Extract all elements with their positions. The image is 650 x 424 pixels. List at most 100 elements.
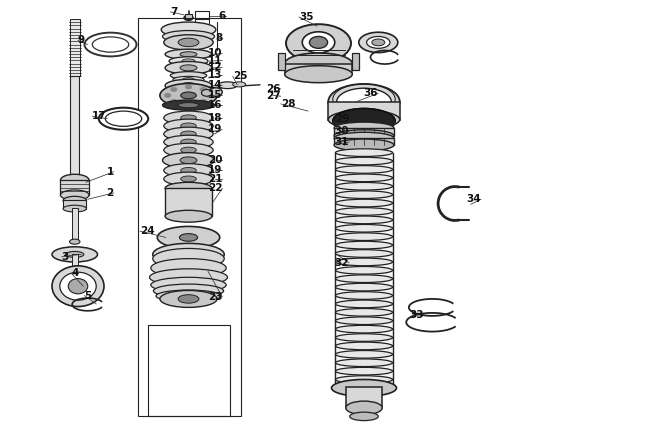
Circle shape	[164, 93, 171, 98]
Ellipse shape	[335, 359, 393, 367]
Ellipse shape	[153, 243, 224, 265]
Ellipse shape	[178, 103, 199, 108]
Ellipse shape	[60, 174, 89, 186]
Text: 11: 11	[208, 56, 222, 66]
Text: 17: 17	[92, 111, 107, 121]
Ellipse shape	[153, 284, 224, 298]
Ellipse shape	[157, 226, 220, 248]
Ellipse shape	[164, 172, 213, 186]
Text: 25: 25	[233, 71, 247, 81]
Text: 26: 26	[266, 84, 281, 94]
Text: 2: 2	[107, 188, 114, 198]
Ellipse shape	[153, 248, 224, 269]
Ellipse shape	[160, 84, 217, 107]
Circle shape	[200, 99, 207, 103]
Ellipse shape	[346, 401, 382, 415]
Text: 33: 33	[410, 310, 424, 320]
Text: 29: 29	[335, 114, 349, 124]
Bar	[185, 14, 192, 18]
Ellipse shape	[335, 342, 393, 350]
Ellipse shape	[335, 334, 393, 341]
Text: 35: 35	[299, 12, 313, 22]
Text: 18: 18	[208, 113, 222, 123]
Ellipse shape	[170, 72, 207, 79]
Bar	[138, 18, 241, 416]
Text: 23: 23	[208, 292, 222, 302]
Text: 13: 13	[208, 70, 222, 81]
Ellipse shape	[178, 295, 199, 303]
Ellipse shape	[328, 84, 400, 120]
Ellipse shape	[334, 130, 394, 142]
Text: 30: 30	[335, 126, 349, 137]
Ellipse shape	[63, 196, 86, 205]
Circle shape	[202, 89, 212, 96]
Ellipse shape	[68, 279, 88, 294]
Text: 31: 31	[335, 137, 349, 147]
Ellipse shape	[335, 300, 393, 308]
Ellipse shape	[328, 110, 400, 129]
Ellipse shape	[350, 412, 378, 421]
Ellipse shape	[337, 88, 391, 115]
Text: 20: 20	[208, 155, 222, 165]
Text: 5: 5	[84, 290, 92, 301]
Text: 1: 1	[107, 167, 114, 177]
Ellipse shape	[52, 266, 104, 307]
Ellipse shape	[335, 367, 393, 375]
Text: 32: 32	[335, 258, 349, 268]
Ellipse shape	[181, 176, 196, 182]
Ellipse shape	[335, 182, 393, 190]
Ellipse shape	[332, 379, 396, 396]
Ellipse shape	[335, 283, 393, 291]
Bar	[70, 19, 80, 76]
Ellipse shape	[181, 115, 196, 121]
Ellipse shape	[184, 15, 193, 20]
Text: 27: 27	[266, 91, 281, 101]
Ellipse shape	[335, 351, 393, 358]
Ellipse shape	[173, 76, 204, 83]
Ellipse shape	[335, 191, 393, 198]
Circle shape	[209, 88, 222, 96]
Text: 36: 36	[364, 88, 378, 98]
Text: 6: 6	[218, 11, 226, 21]
Ellipse shape	[156, 290, 221, 302]
Text: 16: 16	[208, 100, 222, 110]
Bar	[352, 53, 359, 70]
Ellipse shape	[63, 205, 86, 212]
Ellipse shape	[335, 384, 393, 392]
Bar	[335, 153, 393, 388]
Ellipse shape	[335, 199, 393, 207]
Ellipse shape	[60, 272, 96, 300]
Ellipse shape	[164, 119, 213, 133]
Bar	[72, 254, 78, 266]
Ellipse shape	[181, 92, 196, 99]
Circle shape	[185, 102, 192, 106]
Ellipse shape	[181, 131, 196, 137]
Ellipse shape	[165, 210, 212, 222]
Circle shape	[309, 36, 328, 48]
Ellipse shape	[181, 147, 196, 153]
Ellipse shape	[335, 157, 393, 165]
Ellipse shape	[164, 127, 213, 141]
Ellipse shape	[164, 135, 213, 149]
Ellipse shape	[367, 36, 390, 48]
Bar	[63, 200, 86, 209]
Bar	[60, 180, 89, 195]
Bar	[70, 76, 79, 178]
Ellipse shape	[335, 208, 393, 215]
Ellipse shape	[164, 143, 213, 157]
Text: 28: 28	[281, 99, 295, 109]
Ellipse shape	[180, 83, 197, 89]
Ellipse shape	[335, 309, 393, 316]
Ellipse shape	[165, 61, 212, 74]
Text: 10: 10	[208, 48, 222, 59]
Bar	[148, 325, 230, 416]
Circle shape	[170, 87, 177, 92]
Ellipse shape	[335, 233, 393, 240]
Text: 4: 4	[72, 268, 79, 279]
Ellipse shape	[160, 290, 217, 307]
Ellipse shape	[181, 123, 196, 129]
Ellipse shape	[180, 52, 197, 57]
Text: 7: 7	[170, 7, 177, 17]
Bar	[334, 128, 394, 136]
Ellipse shape	[335, 376, 393, 383]
